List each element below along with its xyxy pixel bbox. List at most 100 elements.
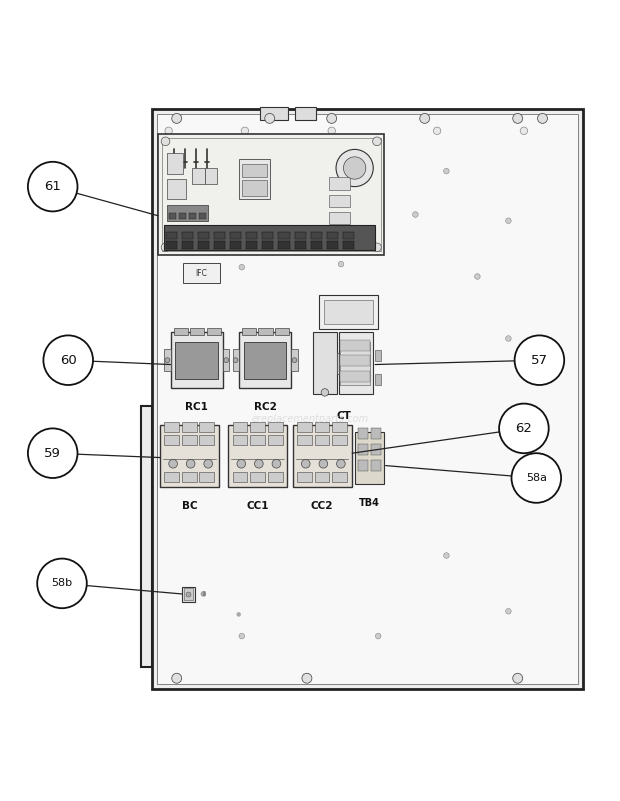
Circle shape — [443, 168, 449, 174]
Bar — [232, 435, 247, 445]
Circle shape — [301, 460, 310, 468]
Bar — [340, 340, 370, 351]
Bar — [141, 406, 152, 667]
Bar — [371, 444, 381, 455]
Bar — [355, 432, 384, 484]
Circle shape — [43, 336, 93, 385]
Bar — [311, 241, 322, 248]
Bar — [200, 473, 215, 482]
Text: II: II — [203, 591, 206, 598]
Bar — [293, 425, 352, 487]
Text: 59: 59 — [44, 447, 61, 460]
Circle shape — [373, 137, 381, 146]
Bar — [214, 241, 225, 248]
Bar — [206, 328, 221, 336]
Bar — [343, 241, 354, 248]
Circle shape — [272, 460, 281, 468]
Bar — [324, 300, 373, 324]
Bar — [242, 328, 256, 336]
Bar — [152, 109, 583, 689]
Circle shape — [343, 157, 366, 179]
Text: ereplacementparts.com: ereplacementparts.com — [252, 414, 368, 424]
Circle shape — [413, 211, 418, 217]
Bar — [232, 473, 247, 482]
Bar — [232, 421, 247, 432]
Bar — [167, 205, 208, 221]
Bar — [250, 435, 265, 445]
Circle shape — [165, 127, 172, 135]
Circle shape — [241, 127, 249, 135]
Bar — [358, 428, 368, 439]
Bar — [337, 353, 339, 373]
Bar — [329, 195, 350, 207]
Bar — [239, 159, 270, 199]
Bar — [167, 152, 183, 174]
Bar — [358, 444, 368, 455]
Circle shape — [237, 460, 246, 468]
Bar — [327, 231, 338, 239]
Circle shape — [186, 592, 191, 597]
Bar — [340, 371, 370, 382]
Bar — [166, 231, 177, 239]
Circle shape — [505, 609, 511, 614]
Bar — [313, 332, 337, 394]
Bar — [179, 213, 186, 219]
Text: 58b: 58b — [51, 578, 73, 589]
Bar — [375, 350, 381, 361]
Bar — [242, 180, 267, 196]
Circle shape — [292, 358, 297, 363]
Circle shape — [505, 336, 511, 341]
Circle shape — [319, 460, 327, 468]
Circle shape — [339, 261, 343, 267]
Circle shape — [239, 634, 244, 639]
Bar — [278, 231, 290, 239]
Bar — [198, 231, 209, 239]
Bar — [268, 435, 283, 445]
Bar — [200, 435, 215, 445]
Bar — [375, 374, 381, 385]
Text: TB4: TB4 — [359, 498, 380, 508]
Circle shape — [443, 553, 449, 558]
Circle shape — [505, 425, 511, 431]
Bar — [189, 213, 196, 219]
Bar — [262, 241, 273, 248]
Circle shape — [161, 243, 170, 252]
Bar — [182, 421, 197, 432]
Circle shape — [337, 460, 345, 468]
Circle shape — [37, 558, 87, 608]
Bar — [239, 332, 291, 388]
Circle shape — [233, 358, 238, 363]
Text: CC2: CC2 — [311, 501, 334, 511]
Text: 57: 57 — [531, 354, 548, 367]
Bar — [232, 349, 239, 372]
Circle shape — [520, 127, 528, 135]
Bar — [182, 231, 193, 239]
Bar — [275, 328, 289, 336]
Bar — [230, 241, 241, 248]
Bar — [167, 179, 186, 199]
Circle shape — [513, 114, 523, 123]
Bar — [199, 213, 206, 219]
Circle shape — [28, 429, 78, 478]
Circle shape — [161, 137, 170, 146]
Circle shape — [321, 388, 329, 396]
Bar — [164, 225, 375, 250]
Bar — [174, 328, 188, 336]
Bar — [166, 241, 177, 248]
Text: 61: 61 — [44, 180, 61, 193]
Bar — [169, 213, 176, 219]
Bar — [259, 328, 273, 336]
Circle shape — [28, 162, 78, 211]
Bar — [158, 134, 384, 255]
Circle shape — [233, 203, 238, 208]
Bar — [157, 114, 578, 684]
Text: RC2: RC2 — [254, 402, 277, 412]
Bar — [311, 231, 322, 239]
Bar — [164, 473, 179, 482]
Bar — [332, 421, 347, 432]
Bar — [164, 349, 171, 372]
Bar — [230, 231, 241, 239]
Bar — [268, 421, 283, 432]
Circle shape — [239, 264, 244, 270]
Bar — [214, 231, 225, 239]
